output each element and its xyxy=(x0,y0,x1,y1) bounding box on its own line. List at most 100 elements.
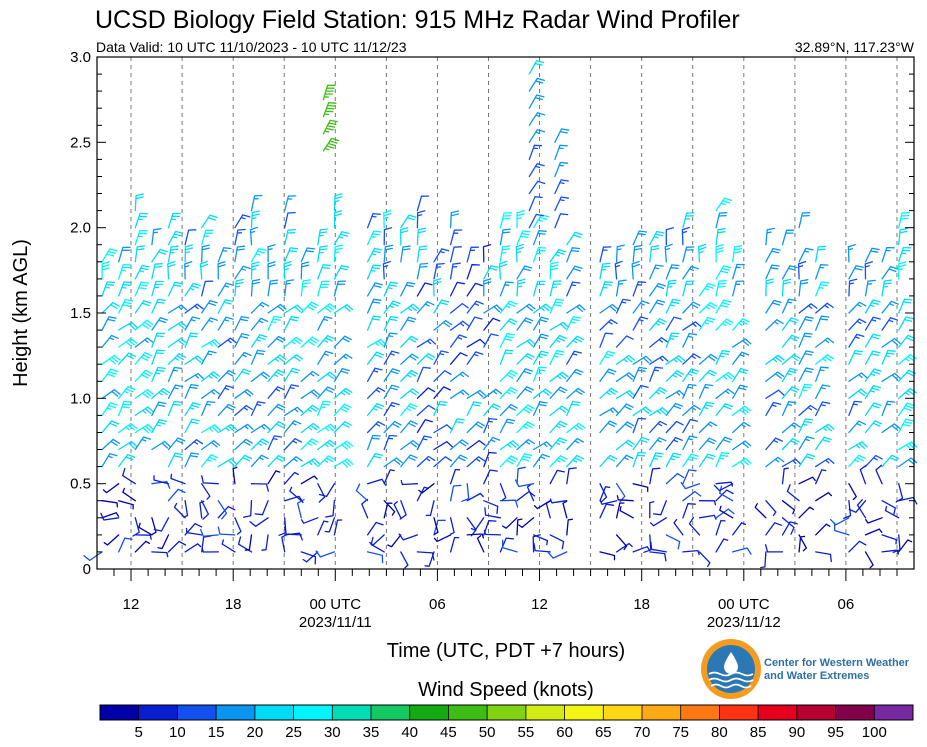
y-tick-label: 0 xyxy=(83,561,91,578)
wind-barb xyxy=(649,230,665,246)
wind-barb xyxy=(781,317,799,331)
wind-barb xyxy=(549,498,568,504)
wind-barb xyxy=(499,440,519,451)
wind-barb xyxy=(449,484,462,502)
wind-barb xyxy=(122,487,136,502)
colorbar-swatch xyxy=(487,705,527,720)
wind-barb xyxy=(393,501,402,519)
wind-barb xyxy=(167,366,183,382)
wind-barb xyxy=(732,245,743,263)
wind-barb xyxy=(499,281,514,297)
wind-barb xyxy=(184,316,201,331)
colorbar-tick-label: 80 xyxy=(711,724,728,741)
wind-barb xyxy=(284,247,299,263)
wind-barb xyxy=(829,517,850,526)
wind-barb xyxy=(267,335,286,348)
wind-barb xyxy=(333,193,343,212)
x-tick-label: 00 UTC xyxy=(309,596,361,613)
wind-barb xyxy=(532,388,552,399)
wind-barb xyxy=(201,400,216,417)
wind-barb xyxy=(665,389,686,399)
colorbar-tick-label: 45 xyxy=(440,724,457,741)
wind-barb xyxy=(234,368,252,382)
wind-barb xyxy=(632,483,649,493)
wind-barb xyxy=(234,245,246,263)
wind-barb xyxy=(649,517,667,527)
wind-barb xyxy=(665,436,683,451)
wind-barb xyxy=(242,500,253,518)
wind-barb xyxy=(499,386,518,399)
wind-barb xyxy=(715,388,735,399)
wind-barb xyxy=(516,453,533,468)
wind-barb xyxy=(719,485,734,502)
wind-barb xyxy=(649,467,661,485)
wind-barb xyxy=(554,128,570,143)
wind-barb xyxy=(516,317,534,331)
wind-barb xyxy=(732,440,752,451)
wind-barb xyxy=(167,321,188,331)
wind-barb xyxy=(483,500,499,515)
wind-barb xyxy=(217,282,234,297)
wind-barb xyxy=(322,137,340,152)
wind-barb xyxy=(516,352,535,365)
wind-barb xyxy=(483,388,503,399)
wind-barb xyxy=(433,517,439,535)
wind-barb xyxy=(875,464,883,485)
wind-barb xyxy=(483,529,502,536)
wind-barb xyxy=(449,246,462,263)
wind-barb xyxy=(765,247,781,263)
colorbar-tick-label: 75 xyxy=(672,724,689,741)
wind-barb xyxy=(815,457,835,468)
wind-barb xyxy=(798,383,813,399)
wind-barb xyxy=(518,517,535,529)
wind-barb xyxy=(864,551,874,569)
wind-barb xyxy=(715,349,731,365)
wind-barb xyxy=(250,371,270,382)
wind-barb xyxy=(499,212,512,229)
wind-barb xyxy=(566,335,585,348)
wind-barb xyxy=(476,535,485,553)
wind-barb xyxy=(466,456,486,468)
wind-barb xyxy=(234,351,252,365)
wind-barb xyxy=(682,549,700,556)
wind-barb xyxy=(234,228,246,246)
wind-barb xyxy=(848,301,867,314)
wind-barb xyxy=(317,228,329,246)
wind-barb xyxy=(433,400,448,417)
wind-barb xyxy=(765,371,785,382)
wind-barb xyxy=(101,354,121,365)
wind-barb xyxy=(449,302,469,314)
wind-barb xyxy=(151,228,162,246)
wind-barb xyxy=(566,400,581,417)
wind-barb xyxy=(217,337,237,348)
wind-barb xyxy=(221,539,236,553)
wind-barb xyxy=(153,517,170,532)
wind-barb xyxy=(665,452,682,468)
wind-barb xyxy=(300,517,319,524)
wind-barb xyxy=(864,247,880,263)
wind-barb xyxy=(366,478,387,487)
wind-barb xyxy=(433,386,451,399)
wind-barb xyxy=(682,490,702,502)
wind-barb xyxy=(732,318,750,331)
wind-barb xyxy=(549,321,570,331)
wind-barb xyxy=(732,405,752,417)
wind-barb xyxy=(254,500,269,516)
wind-barb xyxy=(549,534,565,550)
wind-barb xyxy=(514,479,535,488)
wind-barb xyxy=(449,352,468,365)
colorbar-swatch xyxy=(796,705,837,720)
wind-barb xyxy=(786,484,800,502)
wind-barb xyxy=(798,332,813,348)
wind-barb xyxy=(895,483,904,503)
wind-barb xyxy=(483,417,498,434)
wind-barb xyxy=(632,436,650,451)
wind-barb xyxy=(599,262,611,280)
wind-barb xyxy=(333,367,351,382)
wind-barb xyxy=(416,210,426,229)
wind-barb xyxy=(201,547,219,553)
wind-barb xyxy=(864,402,882,417)
x-tick-label: 06 xyxy=(429,596,446,613)
wind-barb xyxy=(698,551,711,567)
wind-barb xyxy=(318,483,336,498)
